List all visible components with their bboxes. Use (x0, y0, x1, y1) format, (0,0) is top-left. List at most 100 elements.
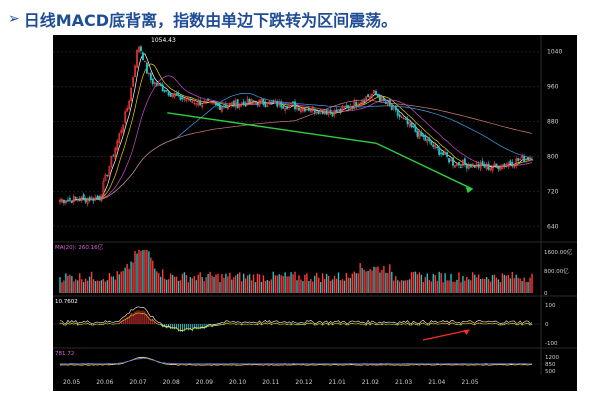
candle-body (357, 104, 360, 107)
volume-bar (203, 281, 205, 293)
candle-body (132, 77, 135, 87)
volume-bar (489, 281, 492, 293)
volume-bar (233, 277, 235, 293)
candle-body (404, 118, 407, 120)
volume-bar (165, 279, 168, 293)
candle-body (197, 99, 200, 106)
candle-body (396, 109, 399, 116)
volume-bar (81, 279, 83, 293)
candle-body (199, 100, 202, 106)
volume-bar (499, 282, 502, 293)
volume-bar (102, 278, 105, 293)
candle-body (187, 96, 190, 100)
candle-body (134, 65, 136, 77)
volume-bar (442, 282, 444, 293)
volume-bar (266, 279, 269, 293)
candle-body (278, 101, 281, 106)
high-price-label: 1054.43 (151, 37, 176, 44)
candle-body (195, 103, 198, 105)
price-tick-label: 640 (547, 223, 559, 230)
volume-bar (254, 282, 257, 293)
candle-body (525, 158, 528, 161)
stock-chart[interactable]: 1054.43 1040 960 880 800 720 640 MA(20): 260.… (53, 35, 577, 391)
candle-body (122, 124, 125, 133)
volume-bar (235, 275, 237, 293)
candle-body (349, 106, 352, 109)
candle-body (151, 78, 154, 84)
candle-body (373, 90, 375, 94)
volume-bar (112, 276, 115, 293)
candle-body (444, 152, 447, 155)
volume-bar (65, 273, 67, 293)
candle-body (448, 158, 451, 163)
candle-body (284, 108, 287, 111)
volume-bar (134, 250, 136, 293)
candle-body (74, 197, 77, 199)
price-axis: 1040 960 880 800 720 640 (547, 49, 562, 231)
volume-bar (69, 274, 71, 293)
volume-bar (402, 280, 405, 293)
volume-bar (440, 273, 442, 293)
volume-bar (270, 279, 273, 293)
candle-body (402, 117, 405, 120)
volume-bar (278, 274, 280, 293)
candle-body (479, 162, 482, 169)
candle-body (367, 94, 370, 98)
candle-body (159, 83, 162, 87)
volume-bar (345, 272, 348, 293)
candle-body (408, 121, 411, 127)
candle-body (84, 198, 87, 203)
candle-body (234, 100, 237, 108)
price-tick-label: 800 (547, 153, 559, 160)
candle-body (147, 72, 150, 75)
macd-value-label: 10.7602 (55, 299, 78, 305)
volume-bar (304, 274, 306, 293)
volume-bar (406, 280, 409, 293)
macd-dif-line (59, 306, 533, 332)
candle-body (145, 62, 148, 74)
candle-body (323, 111, 326, 114)
volume-bar (359, 263, 361, 293)
candle-body (260, 99, 263, 102)
candle-body (169, 93, 172, 97)
volume-bar (302, 281, 304, 293)
volume-bar (426, 273, 429, 293)
page-title: ➢ 日线MACD底背离，指数由单边下跌转为区间震荡。 (8, 8, 397, 30)
candle-body (219, 104, 221, 110)
ma20-line (59, 75, 533, 202)
macd-dea-line (59, 312, 533, 331)
volume-bar (434, 275, 436, 293)
volume-bar (122, 270, 124, 293)
volume-axis: 1600.00亿 800.00亿 0 (544, 248, 573, 297)
volume-bar (479, 278, 482, 293)
volume-bar (231, 279, 233, 293)
volume-bar (343, 280, 346, 293)
volume-bar (432, 273, 434, 293)
volume-bar (156, 271, 158, 293)
candle-body (165, 90, 168, 92)
volume-bar (450, 273, 452, 293)
volume-bar (531, 273, 533, 293)
candle-body (104, 174, 107, 182)
candle-body (173, 93, 176, 98)
candle-body (365, 96, 368, 101)
volume-bar (179, 280, 182, 293)
volume-bar (154, 268, 156, 293)
volume-bar (215, 274, 217, 293)
volume-bar (351, 273, 353, 293)
candle-body (515, 158, 518, 167)
x-tick-label: 21.05 (461, 379, 478, 386)
candle-body (517, 158, 520, 161)
volume-bar (211, 275, 213, 293)
candle-body (130, 87, 133, 101)
volume-bar (468, 279, 470, 293)
candle-body (371, 93, 373, 97)
candle-body (62, 199, 65, 204)
volume-bar (120, 271, 122, 293)
volume-bar (144, 250, 146, 293)
candle-body (521, 155, 524, 159)
volume-bar (79, 273, 81, 293)
candle-body (68, 197, 71, 200)
macd-tick-label: 100 (545, 303, 556, 309)
